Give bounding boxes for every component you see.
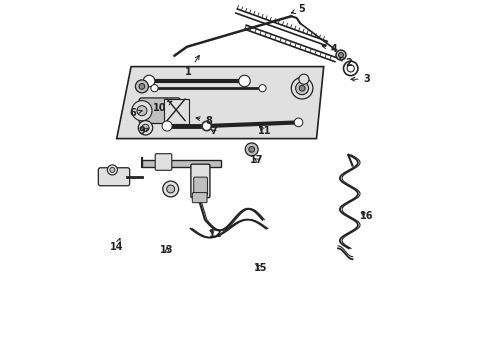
FancyBboxPatch shape [139, 98, 181, 123]
Circle shape [107, 165, 117, 175]
Circle shape [201, 121, 211, 131]
Circle shape [298, 74, 308, 84]
FancyBboxPatch shape [192, 193, 206, 203]
Circle shape [244, 143, 258, 156]
Text: 3: 3 [350, 74, 369, 84]
Circle shape [166, 185, 174, 193]
Text: 17: 17 [250, 155, 264, 165]
Text: 2: 2 [339, 58, 351, 68]
Circle shape [162, 121, 172, 131]
Text: 15: 15 [253, 263, 267, 273]
Circle shape [258, 85, 265, 92]
Text: 14: 14 [110, 238, 123, 252]
Circle shape [151, 85, 158, 92]
Circle shape [135, 80, 148, 93]
Polygon shape [142, 160, 221, 167]
FancyBboxPatch shape [155, 154, 171, 170]
Text: 6: 6 [129, 108, 142, 118]
Circle shape [138, 121, 152, 135]
Polygon shape [163, 99, 188, 124]
Text: 16: 16 [360, 211, 373, 221]
Circle shape [291, 77, 312, 99]
Text: 9: 9 [138, 126, 148, 136]
Circle shape [139, 84, 144, 89]
Circle shape [299, 85, 305, 91]
Circle shape [163, 181, 178, 197]
Circle shape [238, 75, 250, 87]
Circle shape [110, 167, 115, 172]
Text: 8: 8 [196, 116, 211, 126]
Text: 4: 4 [322, 44, 337, 54]
Circle shape [295, 82, 308, 95]
Circle shape [335, 50, 346, 60]
FancyBboxPatch shape [193, 177, 207, 195]
Text: 11: 11 [257, 126, 270, 136]
Circle shape [143, 75, 155, 87]
FancyBboxPatch shape [190, 164, 209, 198]
Circle shape [132, 101, 152, 121]
Circle shape [137, 106, 146, 116]
Text: 5: 5 [291, 4, 305, 14]
Circle shape [338, 53, 343, 58]
Text: 10: 10 [153, 101, 172, 113]
Text: 1: 1 [185, 55, 199, 77]
FancyBboxPatch shape [98, 168, 129, 186]
Text: 12: 12 [208, 229, 222, 239]
Circle shape [202, 122, 211, 130]
Text: 7: 7 [210, 126, 217, 136]
Text: 13: 13 [160, 245, 174, 255]
Circle shape [142, 124, 149, 131]
Circle shape [248, 147, 254, 152]
Polygon shape [117, 67, 323, 139]
Circle shape [294, 118, 302, 127]
